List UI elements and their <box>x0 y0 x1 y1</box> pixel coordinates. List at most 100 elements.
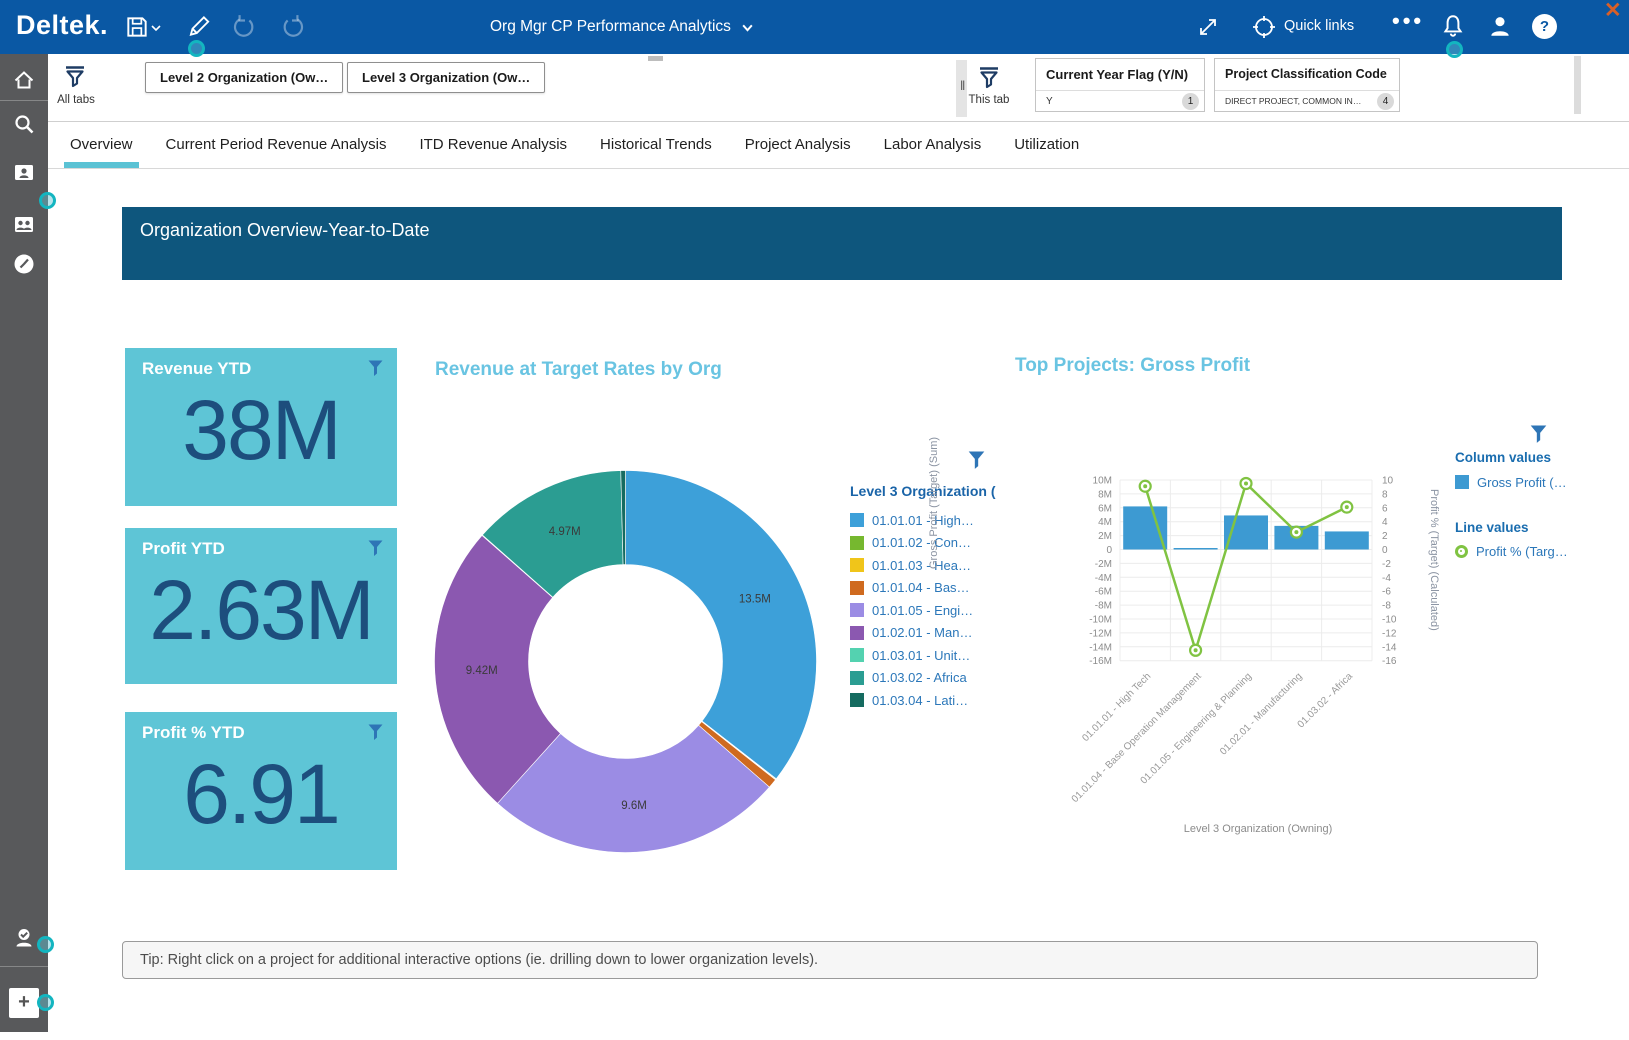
legend-swatch <box>850 626 864 640</box>
close-icon[interactable]: ✕ <box>1604 0 1622 23</box>
tab-labor-analysis[interactable]: Labor Analysis <box>884 122 982 168</box>
kpi-filter-funnel-icon[interactable] <box>368 724 383 741</box>
quick-links-label[interactable]: Quick links <box>1284 18 1354 34</box>
bar-01-01-04-base-operation-management[interactable] <box>1174 548 1218 550</box>
notifications-bell-icon[interactable] <box>1440 13 1466 39</box>
time-clock-icon[interactable] <box>12 252 36 276</box>
kpi-filter-funnel-icon[interactable] <box>368 360 383 377</box>
my-projects-icon[interactable] <box>12 160 36 184</box>
filter-card-title: Current Year Flag (Y/N) <box>1036 59 1204 91</box>
legend-item-gross-profit[interactable]: Gross Profit (… <box>1455 471 1568 494</box>
right-axis-tick: -14 <box>1382 642 1397 653</box>
filter-chip-level3-org[interactable]: Level 3 Organization (Ow… <box>347 62 545 93</box>
legend-item-profit-pct[interactable]: Profit % (Targ… <box>1455 541 1568 564</box>
kpi-value: 6.91 <box>125 746 397 843</box>
tab-utilization[interactable]: Utilization <box>1014 122 1079 168</box>
donut-slice-label: 13.5M <box>739 593 771 605</box>
filter-splitter-handle[interactable]: ‖ <box>960 78 966 93</box>
combo-legend: Column values Gross Profit (… Line value… <box>1455 450 1568 563</box>
filter-count-badge: 1 <box>1182 93 1199 110</box>
left-axis-tick: -4M <box>1095 573 1112 584</box>
approvals-user-check-icon[interactable] <box>12 926 36 950</box>
combo-filter-funnel-icon[interactable] <box>1530 425 1547 444</box>
legend-item-label: 01.03.02 - Africa <box>872 670 967 685</box>
legend-item-label: 01.02.01 - Man… <box>872 625 972 640</box>
quick-links-target-icon[interactable] <box>1252 15 1276 39</box>
left-axis-tick: 10M <box>1093 476 1112 487</box>
line-values-header: Line values <box>1455 520 1568 535</box>
legend-swatch <box>850 558 864 572</box>
tab-current-period-revenue-analysis[interactable]: Current Period Revenue Analysis <box>166 122 387 168</box>
more-options-icon[interactable]: ••• <box>1392 8 1424 34</box>
coach-mark[interactable] <box>37 994 54 1011</box>
help-icon[interactable]: ? <box>1532 14 1557 39</box>
user-profile-icon[interactable] <box>1487 13 1513 39</box>
coach-mark[interactable] <box>188 40 205 57</box>
kpi-filter-funnel-icon[interactable] <box>368 540 383 557</box>
gross-profit-combo-chart[interactable]: 10M108M86M64M42M200-2M-2-4M-4-6M-6-8M-8-… <box>1000 430 1430 860</box>
sidebar-divider <box>0 100 48 101</box>
edit-pencil-icon[interactable] <box>186 13 212 39</box>
tab-project-analysis[interactable]: Project Analysis <box>745 122 851 168</box>
donut-filter-funnel-icon[interactable] <box>968 451 985 470</box>
save-menu-chevron-icon[interactable] <box>150 22 162 34</box>
undo-icon[interactable] <box>232 14 258 40</box>
combo-chart-title: Top Projects: Gross Profit <box>1015 355 1250 377</box>
donut-legend-item[interactable]: 01.01.03 - Hea… <box>850 554 995 577</box>
left-axis-tick: -2M <box>1095 559 1112 570</box>
filter-bar: All tabs Level 2 Organization (Ow… Level… <box>48 54 1629 122</box>
legend-item-label: 01.01.02 - Con… <box>872 535 971 550</box>
kpi-card-revenue-ytd[interactable]: Revenue YTD 38M <box>125 348 397 506</box>
title-chevron-down-icon[interactable] <box>741 21 754 34</box>
kpi-card-profit-pct-ytd[interactable]: Profit % YTD 6.91 <box>125 712 397 870</box>
this-tab-filter-icon[interactable] <box>976 64 1002 90</box>
team-projects-icon[interactable] <box>12 212 36 236</box>
left-axis-tick: -12M <box>1089 628 1112 639</box>
left-axis-tick: -6M <box>1095 587 1112 598</box>
bar-01-01-01-high-tech[interactable] <box>1123 506 1167 549</box>
filter-scrollbar-thumb[interactable] <box>648 56 663 61</box>
save-icon[interactable] <box>124 14 150 40</box>
combo-x-axis-title: Level 3 Organization (Owning) <box>1088 823 1428 835</box>
filter-bar-right-scrollbar[interactable] <box>1574 56 1581 114</box>
donut-legend-item[interactable]: 01.01.01 - High… <box>850 509 995 532</box>
revenue-donut-chart[interactable]: 13.5M9.6M9.42M4.97M <box>428 464 823 859</box>
add-new-button[interactable]: + <box>9 988 39 1018</box>
donut-slice[interactable] <box>626 471 817 779</box>
donut-legend-item[interactable]: 01.02.01 - Man… <box>850 622 995 645</box>
line-series-marker <box>1455 545 1468 558</box>
right-axis-tick: -12 <box>1382 628 1397 639</box>
kpi-card-profit-ytd[interactable]: Profit YTD 2.63M <box>125 528 397 684</box>
donut-legend-item[interactable]: 01.03.04 - Lati… <box>850 689 995 712</box>
tab-historical-trends[interactable]: Historical Trends <box>600 122 712 168</box>
donut-legend-item[interactable]: 01.03.02 - Africa <box>850 667 995 690</box>
tab-itd-revenue-analysis[interactable]: ITD Revenue Analysis <box>419 122 567 168</box>
left-axis-tick: -16M <box>1089 656 1112 667</box>
left-axis-tick: 2M <box>1098 531 1112 542</box>
dashboard-content: Organization Overview-Year-to-Date Reven… <box>48 169 1629 1040</box>
filter-chip-level2-org[interactable]: Level 2 Organization (Ow… <box>145 62 343 93</box>
filter-card-current-year-flag[interactable]: Current Year Flag (Y/N) Y 1 <box>1035 58 1205 112</box>
tip-bar: Tip: Right click on a project for additi… <box>122 941 1538 979</box>
tab-overview[interactable]: Overview <box>70 122 133 168</box>
top-bar: Deltek. Org Mgr CP Performance Analytics… <box>0 0 1629 54</box>
coach-mark[interactable] <box>37 936 54 953</box>
donut-legend-item[interactable]: 01.01.04 - Bas… <box>850 577 995 600</box>
all-tabs-filter-icon[interactable] <box>62 63 88 89</box>
filter-card-project-classification[interactable]: Project Classification Code DIRECT PROJE… <box>1214 58 1400 112</box>
home-icon[interactable] <box>12 68 36 92</box>
donut-legend-item[interactable]: 01.01.05 - Engi… <box>850 599 995 622</box>
donut-legend-item[interactable]: 01.01.02 - Con… <box>850 532 995 555</box>
redo-icon[interactable] <box>279 14 305 40</box>
kpi-label: Profit % YTD <box>142 723 245 743</box>
bar-01-03-02-africa[interactable] <box>1325 531 1369 549</box>
coach-mark[interactable] <box>1446 41 1463 58</box>
legend-item-label: 01.01.01 - High… <box>872 513 974 528</box>
x-axis-category-label: 01.02.01 - Manufacturing <box>1218 671 1304 757</box>
legend-item-label: 01.03.04 - Lati… <box>872 693 968 708</box>
coach-mark[interactable] <box>39 192 56 209</box>
expand-icon[interactable] <box>1196 15 1220 39</box>
donut-legend-item[interactable]: 01.03.01 - Unit… <box>850 644 995 667</box>
dashboard-title-group[interactable]: Org Mgr CP Performance Analytics <box>490 0 754 54</box>
search-icon[interactable] <box>12 112 36 136</box>
